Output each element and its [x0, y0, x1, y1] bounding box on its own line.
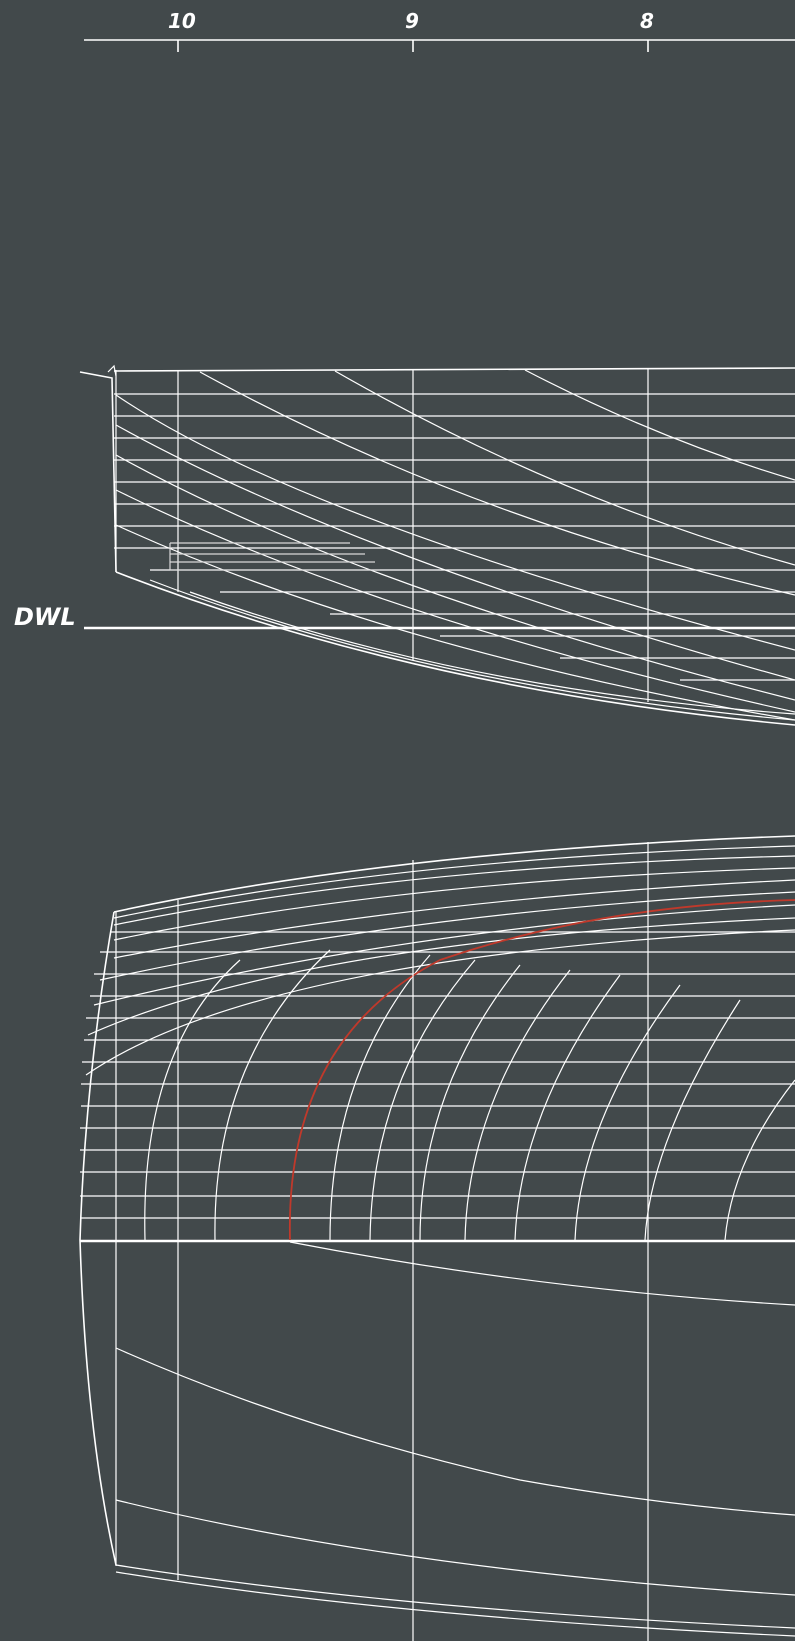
- profile-waterlines: [114, 393, 795, 681]
- station-label-8: 8: [640, 9, 654, 33]
- dwl-label: DWL: [14, 603, 76, 631]
- station-scale: 10 9 8: [84, 9, 795, 52]
- plan-highlight-section: [289, 899, 795, 1241]
- station-label-9: 9: [405, 9, 419, 33]
- plan-lower-curves: [115, 1241, 795, 1637]
- plan-grid-lines: [80, 931, 795, 1219]
- profile-transom: [79, 371, 117, 573]
- station-label-10: 10: [168, 9, 196, 33]
- plan-sheer-curves: [85, 867, 795, 1076]
- profile-bottom-line-3: [189, 591, 795, 715]
- plan-station-curves: [144, 949, 795, 1241]
- profile-view: DWL: [14, 364, 795, 726]
- plan-view: [79, 835, 795, 1641]
- profile-keel-line: [115, 571, 795, 726]
- profile-bottom-line-2: [149, 579, 795, 721]
- profile-buttock-lines: [115, 369, 795, 721]
- profile-transom-notch: [107, 364, 117, 377]
- plan-deck-edge: [113, 835, 795, 913]
- plan-deck-edge-3: [113, 855, 795, 926]
- profile-rudder-detail: [169, 542, 380, 571]
- plan-transom: [79, 911, 117, 1566]
- plan-deck-edge-2: [113, 845, 795, 919]
- profile-sheer-line: [113, 367, 795, 372]
